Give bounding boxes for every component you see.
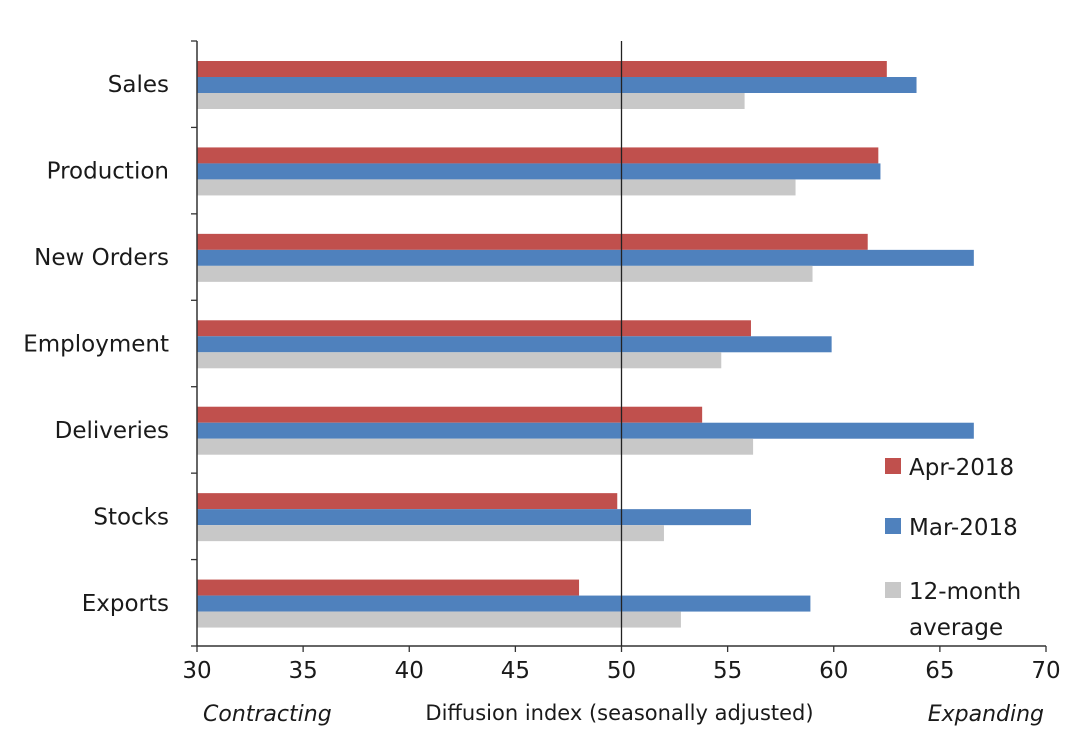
x-tick-label-60: 60 [819, 658, 848, 684]
bar-production-apr-2018 [197, 147, 879, 164]
bar-production-mar-2018 [197, 163, 881, 180]
category-label: Sales [108, 72, 169, 98]
category-label: Employment [23, 332, 169, 358]
legend-label-2: average [909, 615, 1003, 641]
expanding-note: Expanding [928, 702, 1044, 727]
x-tick-label-65: 65 [925, 658, 954, 684]
contracting-note: Contracting [203, 702, 332, 727]
bar-deliveries-12-month-average [197, 438, 754, 455]
bar-new-orders-12-month-average [197, 265, 813, 282]
x-tick-label-55: 55 [713, 658, 742, 684]
x-tick-label-50: 50 [607, 658, 636, 684]
bar-exports-apr-2018 [197, 579, 580, 596]
legend: Apr-2018 Mar-2018 12-month average [885, 455, 1021, 641]
category-label: Stocks [93, 504, 169, 530]
category-label: Production [47, 159, 169, 185]
bars-group [197, 61, 974, 628]
bar-employment-mar-2018 [197, 336, 832, 353]
bar-deliveries-mar-2018 [197, 422, 974, 439]
bar-exports-mar-2018 [197, 595, 811, 612]
legend-label-2: 12-month [909, 579, 1021, 605]
legend-label-0: Apr-2018 [909, 455, 1014, 481]
x-tick-label-45: 45 [501, 658, 530, 684]
bar-exports-12-month-average [197, 611, 681, 628]
axes-group [196, 41, 1046, 647]
legend-swatch-1 [885, 518, 901, 534]
x-tick-label-70: 70 [1031, 658, 1060, 684]
bar-stocks-12-month-average [197, 525, 664, 542]
ticks-group: 30 35 40 45 50 55 60 65 70 [182, 40, 1061, 684]
bar-sales-apr-2018 [197, 61, 887, 77]
bar-sales-12-month-average [197, 93, 745, 109]
bar-stocks-mar-2018 [197, 509, 751, 526]
x-axis-label: Diffusion index (seasonally adjusted) [425, 701, 813, 725]
x-tick-label-35: 35 [288, 658, 317, 684]
legend-swatch-2 [885, 582, 901, 598]
bar-new-orders-mar-2018 [197, 249, 974, 266]
bar-new-orders-apr-2018 [197, 233, 868, 250]
legend-swatch-0 [885, 458, 901, 474]
legend-label-1: Mar-2018 [909, 515, 1018, 541]
bar-stocks-apr-2018 [197, 493, 618, 510]
category-label: Deliveries [55, 418, 169, 444]
bar-production-12-month-average [197, 179, 796, 196]
bar-employment-apr-2018 [197, 320, 751, 337]
bar-deliveries-apr-2018 [197, 406, 703, 423]
x-tick-label-40: 40 [395, 658, 424, 684]
category-labels: Sales Production New Orders Employment Deliv… [23, 72, 169, 617]
category-label: Exports [82, 591, 169, 617]
x-tick-label-30: 30 [182, 658, 211, 684]
category-label: New Orders [34, 245, 169, 271]
bar-employment-12-month-average [197, 352, 722, 369]
bar-sales-mar-2018 [197, 77, 917, 93]
